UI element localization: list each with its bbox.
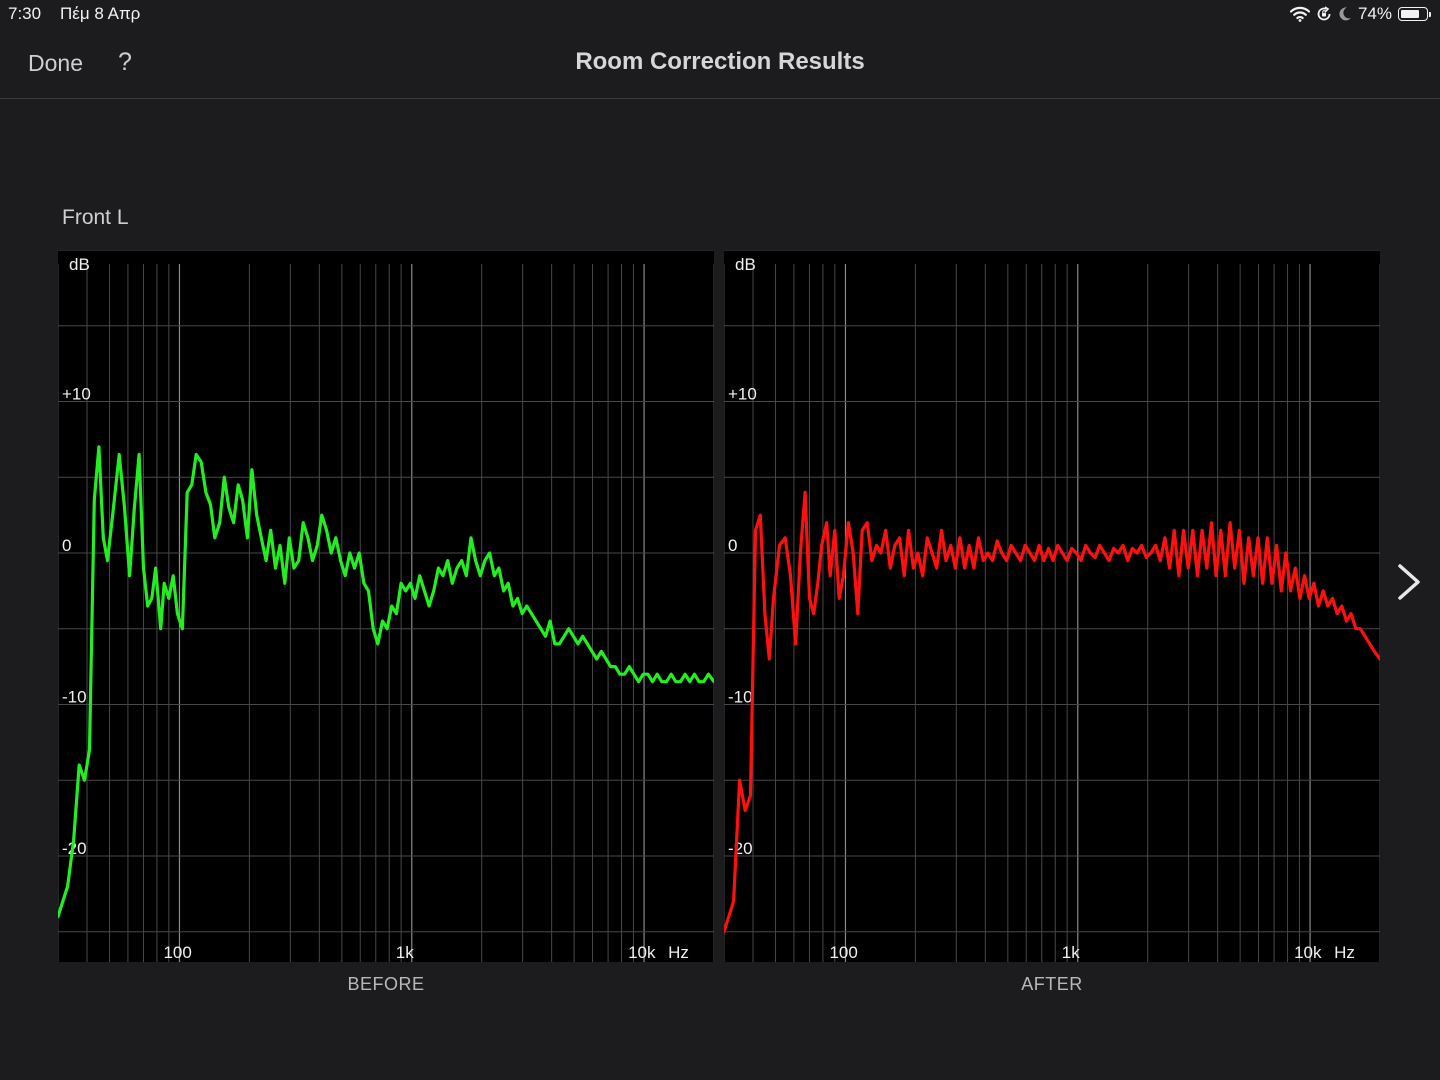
after-chart-caption: AFTER bbox=[1021, 974, 1083, 994]
after-x-tick-label: 1k bbox=[1062, 943, 1080, 962]
help-button[interactable]: ? bbox=[118, 48, 132, 76]
after-y-tick-label: -20 bbox=[728, 839, 753, 858]
before-response-line bbox=[58, 445, 714, 919]
before-y-tick-label: -10 bbox=[62, 687, 87, 706]
after-y-tick-label: -10 bbox=[728, 687, 753, 706]
status-date: Πέμ 8 Απρ bbox=[60, 4, 141, 23]
done-button[interactable]: Done bbox=[28, 50, 83, 76]
status-time: 7:30 bbox=[8, 4, 42, 23]
orientation-lock-icon bbox=[1317, 6, 1331, 21]
battery-icon bbox=[1398, 7, 1431, 21]
before-chart-caption: BEFORE bbox=[347, 974, 425, 994]
after-y-tick-label: +10 bbox=[728, 384, 757, 403]
after-x-axis-label: Hz bbox=[1334, 943, 1355, 962]
after-y-axis-label: dB bbox=[735, 255, 756, 274]
before-chart-svg: dB +10 0 -10 -20 100 1k 10k Hz bbox=[58, 250, 714, 962]
before-x-tick-label: 100 bbox=[163, 943, 191, 962]
before-grid bbox=[58, 250, 714, 962]
wifi-icon bbox=[1289, 6, 1310, 22]
after-x-tick-label: 10k bbox=[1294, 943, 1322, 962]
after-chart-svg: dB +10 0 -10 -20 100 1k 10k Hz bbox=[724, 250, 1380, 962]
after-grid bbox=[724, 250, 1380, 962]
before-chart: dB +10 0 -10 -20 100 1k 10k Hz bbox=[58, 250, 714, 962]
battery-level-fill bbox=[1401, 10, 1419, 18]
after-y-tick-label: 0 bbox=[728, 536, 737, 555]
chevron-right-icon[interactable] bbox=[1392, 560, 1428, 604]
channel-name: Front L bbox=[62, 206, 129, 229]
before-y-tick-label: -20 bbox=[62, 839, 87, 858]
before-x-tick-label: 10k bbox=[628, 943, 656, 962]
before-y-tick-label: +10 bbox=[62, 384, 91, 403]
status-bar: 7:30 Πέμ 8 Απρ 74% bbox=[0, 0, 1440, 28]
page-title: Room Correction Results bbox=[575, 48, 865, 75]
after-response-line bbox=[724, 490, 1380, 934]
before-y-axis-label: dB bbox=[69, 255, 90, 274]
navigation-bar: Done ? Room Correction Results bbox=[0, 28, 1440, 99]
moon-icon bbox=[1339, 7, 1351, 21]
before-y-tick-label: 0 bbox=[62, 536, 71, 555]
before-x-tick-label: 1k bbox=[396, 943, 414, 962]
before-x-axis-label: Hz bbox=[668, 943, 689, 962]
battery-percentage: 74% bbox=[1357, 4, 1392, 23]
status-indicators: 74% bbox=[1289, 4, 1431, 24]
after-x-tick-label: 100 bbox=[829, 943, 857, 962]
after-chart: dB +10 0 -10 -20 100 1k 10k Hz bbox=[724, 250, 1380, 962]
